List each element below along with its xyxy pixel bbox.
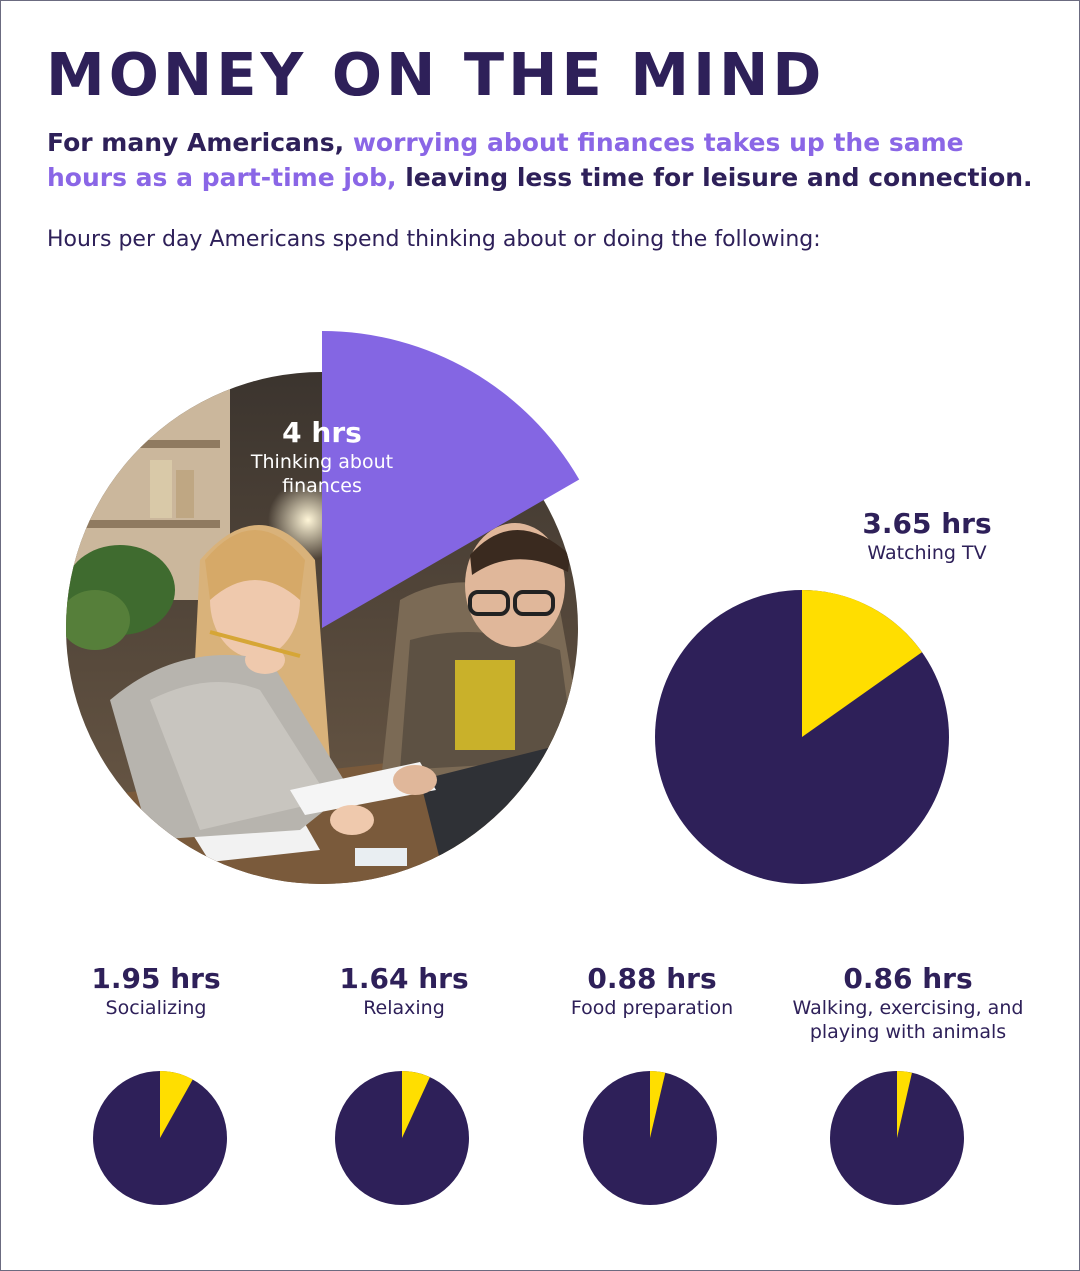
walking-pie-slice (897, 1071, 912, 1138)
chart-description: Hours per day Americans spend thinking a… (47, 227, 821, 252)
intro-highlight: worrying about finances takes up the sam… (47, 128, 964, 192)
walking-value-label: 0.86 hrs (843, 962, 973, 995)
finance-category-line-2: finances (282, 475, 362, 497)
finance-category-line-1: Thinking about (250, 451, 394, 473)
relaxing-label: 1.64 hrs Relaxing (289, 962, 519, 1020)
socializing-value-label: 1.95 hrs (91, 962, 221, 995)
socializing-category-label: Socializing (105, 997, 207, 1019)
food-prep-label: 0.88 hrs Food preparation (537, 962, 767, 1020)
finance-slice (322, 331, 580, 628)
socializing-label: 1.95 hrs Socializing (41, 962, 271, 1020)
walking-category-line-1: Walking, exercising, and (792, 997, 1024, 1019)
tv-category-label: Watching TV (867, 542, 987, 564)
food-prep-value-label: 0.88 hrs (587, 962, 717, 995)
finance-label: 4 hrs Thinking about finances (222, 416, 422, 498)
intro-part2: leaving less time for leisure and connec… (396, 163, 1033, 192)
tv-label: 3.65 hrs Watching TV (807, 507, 1047, 565)
tv-pie-slice (802, 590, 923, 737)
walking-label: 0.86 hrs Walking, exercising, and playin… (773, 962, 1043, 1044)
intro-part1: For many Americans, (47, 128, 353, 157)
page-title: MONEY ON THE MIND (46, 40, 826, 109)
relaxing-pie-slice (402, 1071, 430, 1138)
socializing-pie-slice (160, 1071, 193, 1138)
relaxing-category-label: Relaxing (363, 997, 445, 1019)
intro-text: For many Americans, worrying about finan… (47, 125, 1037, 195)
walking-category-line-2: playing with animals (809, 1021, 1007, 1043)
finance-value-label: 4 hrs (282, 416, 362, 449)
tv-value-label: 3.65 hrs (862, 507, 992, 540)
food-prep-pie-slice (650, 1071, 666, 1138)
food-prep-category-label: Food preparation (570, 997, 734, 1019)
relaxing-value-label: 1.64 hrs (339, 962, 469, 995)
